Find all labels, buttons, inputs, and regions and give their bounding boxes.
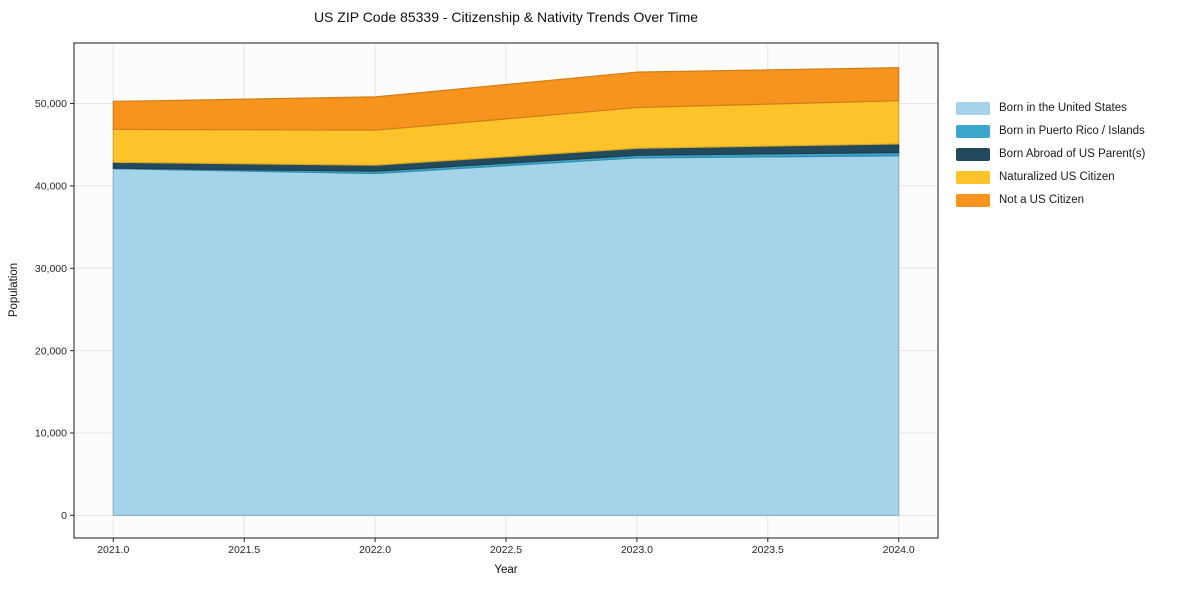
y-tick-label: 30,000 (35, 263, 67, 275)
y-tick-label: 50,000 (35, 98, 67, 110)
legend-label: Born in Puerto Rico / Islands (999, 125, 1145, 137)
legend-label: Born Abroad of US Parent(s) (999, 148, 1146, 160)
y-tick-label: 20,000 (35, 345, 67, 357)
area-series-4 (112, 67, 900, 131)
x-tick-label: 2023.0 (621, 544, 653, 556)
y-tick-label: 40,000 (35, 181, 67, 193)
y-tick-label: 0 (61, 510, 67, 522)
legend-item: Born in Puerto Rico / Islands (956, 124, 1145, 138)
x-tick-label: 2023.5 (752, 544, 784, 556)
legend-label: Not a US Citizen (999, 194, 1085, 206)
x-axis-label: Year (494, 564, 518, 576)
y-axis-label: Population (8, 262, 20, 318)
legend-item: Born Abroad of US Parent(s) (956, 147, 1145, 161)
area-series-0 (112, 155, 900, 516)
legend-item: Not a US Citizen (956, 193, 1145, 207)
legend: Born in the United States Born in Puerto … (956, 101, 1145, 207)
x-tick-label: 2024.0 (883, 544, 915, 556)
legend-item: Naturalized US Citizen (956, 170, 1145, 184)
chart-title: US ZIP Code 85339 - Citizenship & Nativi… (313, 9, 699, 25)
y-tick-label: 10,000 (35, 428, 67, 440)
legend-swatch (956, 124, 990, 138)
x-tick-label: 2021.0 (97, 544, 129, 556)
legend-item: Born in the United States (956, 101, 1145, 115)
legend-swatch (956, 170, 990, 184)
legend-label: Born in the United States (999, 102, 1127, 114)
legend-swatch (956, 101, 990, 115)
legend-swatch (956, 193, 990, 207)
legend-label: Naturalized US Citizen (999, 171, 1115, 183)
legend-swatch (956, 147, 990, 161)
x-tick-label: 2022.0 (359, 544, 391, 556)
x-tick-label: 2021.5 (228, 544, 260, 556)
x-tick-label: 2022.5 (490, 544, 522, 556)
